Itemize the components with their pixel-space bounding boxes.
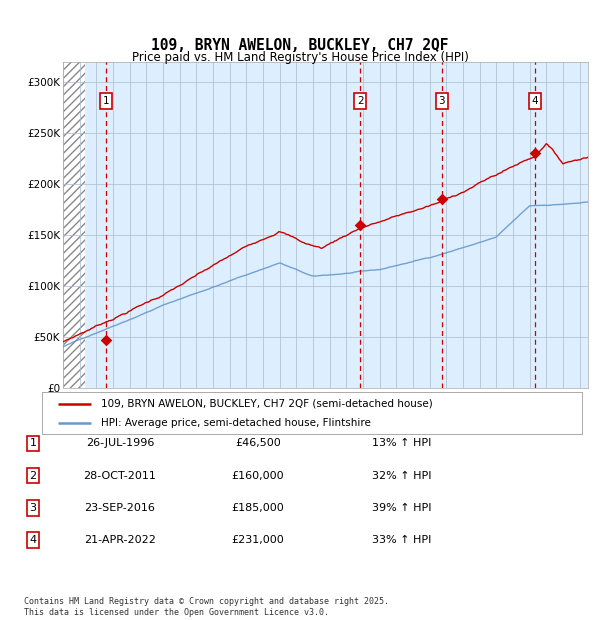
- Text: 1: 1: [103, 96, 109, 106]
- Text: 109, BRYN AWELON, BUCKLEY, CH7 2QF: 109, BRYN AWELON, BUCKLEY, CH7 2QF: [151, 38, 449, 53]
- Text: 23-SEP-2016: 23-SEP-2016: [85, 503, 155, 513]
- Point: [101, 335, 110, 345]
- Text: 3: 3: [439, 96, 445, 106]
- Text: HPI: Average price, semi-detached house, Flintshire: HPI: Average price, semi-detached house,…: [101, 418, 371, 428]
- Point: [437, 194, 446, 204]
- Point: [355, 220, 365, 230]
- Text: 2: 2: [357, 96, 364, 106]
- Text: 109, BRYN AWELON, BUCKLEY, CH7 2QF (semi-detached house): 109, BRYN AWELON, BUCKLEY, CH7 2QF (semi…: [101, 399, 433, 409]
- Text: £160,000: £160,000: [232, 471, 284, 480]
- Text: Price paid vs. HM Land Registry's House Price Index (HPI): Price paid vs. HM Land Registry's House …: [131, 51, 469, 64]
- Text: 39% ↑ HPI: 39% ↑ HPI: [372, 503, 431, 513]
- Text: 4: 4: [532, 96, 538, 106]
- Text: Contains HM Land Registry data © Crown copyright and database right 2025.
This d: Contains HM Land Registry data © Crown c…: [24, 598, 389, 617]
- Text: £185,000: £185,000: [232, 503, 284, 513]
- Text: 4: 4: [29, 535, 37, 545]
- Point: [530, 148, 539, 157]
- Text: 21-APR-2022: 21-APR-2022: [84, 535, 156, 545]
- Text: £231,000: £231,000: [232, 535, 284, 545]
- Text: 3: 3: [29, 503, 37, 513]
- Text: 33% ↑ HPI: 33% ↑ HPI: [372, 535, 431, 545]
- Text: £46,500: £46,500: [235, 438, 281, 448]
- Text: 1: 1: [29, 438, 37, 448]
- Text: 32% ↑ HPI: 32% ↑ HPI: [372, 471, 431, 480]
- Text: 13% ↑ HPI: 13% ↑ HPI: [372, 438, 431, 448]
- Text: 28-OCT-2011: 28-OCT-2011: [83, 471, 157, 480]
- Text: 2: 2: [29, 471, 37, 480]
- Bar: [63, 62, 85, 388]
- Text: 26-JUL-1996: 26-JUL-1996: [86, 438, 154, 448]
